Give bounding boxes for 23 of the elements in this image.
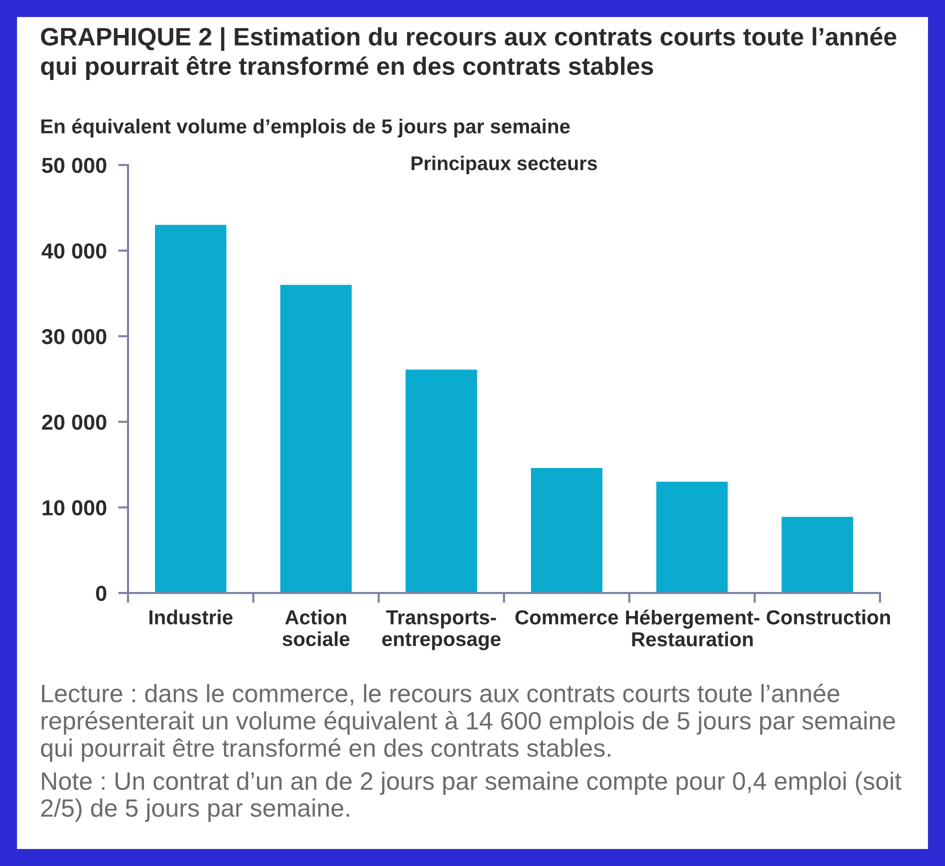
bar (530, 468, 602, 593)
x-tick-label: Action sociale (282, 610, 350, 646)
y-tick-label: 10 000 (42, 500, 106, 516)
bar (406, 370, 478, 593)
bar (656, 482, 728, 593)
text: Lecture : dans le commerce, le recours aux contrats courts toute l’année représenterait un volume équivalent à 14 600 emplois de 5 jours par semaine qui pourrait être transformé en des contrats stables. (41, 684, 895, 762)
x-tick-label: Commerce (515, 610, 618, 624)
y-tick-label: 40 000 (42, 243, 106, 259)
y-tick-label: 50 000 (42, 158, 106, 174)
y-tick-label: 20 000 (42, 414, 106, 430)
chart-title: GRAPHIQUE 2 | Estimation du recours aux contrats courts toute l’année qui pourrait être transformé en des contrats stables (41, 27, 896, 80)
text: Note : Un contrat d’un an de 2 jours par semaine compte pour 0,4 emploi (soit 2/5) de 5 jours par semaine. (41, 772, 902, 822)
bar (782, 516, 854, 593)
x-tick-label: Construction (766, 610, 890, 624)
chart-subtitle: Principaux secteurs (412, 156, 597, 174)
bar (154, 224, 226, 593)
y-axis-title: En équivalent volume d’emplois de 5 jours par semaine (41, 118, 570, 138)
x-tick-label: Industrie (149, 610, 232, 624)
x-tick-label: Hébergement- Restauration (626, 610, 760, 646)
x-tick-label: Transports- entreposage (382, 610, 501, 650)
y-tick-label: 30 000 (42, 328, 106, 344)
bar (280, 284, 352, 593)
y-tick-label: 0 (96, 586, 106, 602)
